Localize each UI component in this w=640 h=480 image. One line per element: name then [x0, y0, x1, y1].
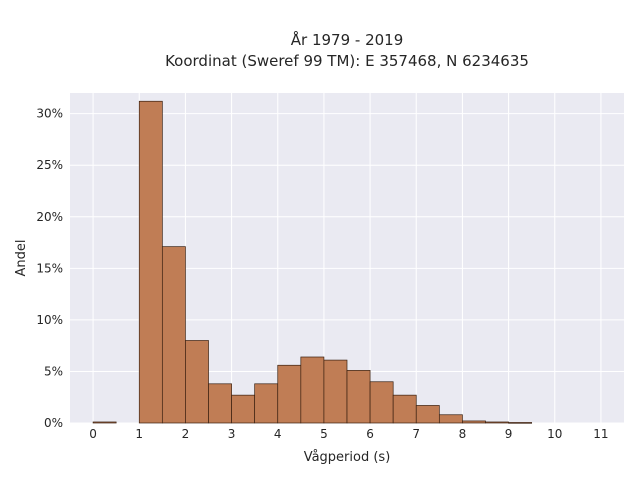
histogram-bar	[392, 394, 417, 424]
y-axis-label: Andel	[14, 240, 29, 277]
x-tick-label: 0	[89, 427, 97, 441]
x-axis-ticks: 0 1 2 3 4 5 6 7 8 9 10 11	[89, 427, 608, 441]
y-tick-label: 25%	[36, 158, 63, 172]
histogram-bar	[508, 422, 533, 424]
x-tick-label: 6	[366, 427, 374, 441]
histogram-bar	[161, 246, 186, 424]
y-axis-ticks: 0% 5% 10% 15% 20% 25% 30%	[36, 107, 63, 430]
histogram-bar	[254, 383, 279, 424]
y-tick-label: 10%	[36, 313, 63, 327]
x-tick-label: 2	[182, 427, 190, 441]
histogram-bar	[231, 394, 256, 424]
histogram-bar	[438, 414, 463, 424]
x-tick-label: 8	[459, 427, 467, 441]
x-tick-label: 9	[505, 427, 513, 441]
histogram-bar	[138, 100, 163, 424]
y-tick-label: 30%	[36, 107, 63, 121]
histogram-bars	[92, 100, 533, 424]
x-tick-label: 10	[547, 427, 562, 441]
histogram-bar	[485, 421, 509, 424]
histogram-bar	[92, 421, 117, 424]
histogram-bar	[323, 359, 348, 424]
histogram-bar	[346, 370, 371, 424]
histogram-bar	[369, 381, 394, 424]
x-tick-label: 11	[593, 427, 608, 441]
chart-title-line-2: Koordinat (Sweref 99 TM): E 357468, N 62…	[165, 52, 529, 70]
x-tick-label: 5	[320, 427, 328, 441]
histogram-bar	[185, 340, 209, 424]
y-tick-label: 0%	[44, 416, 63, 430]
chart-title-line-1: År 1979 - 2019	[291, 30, 404, 49]
x-tick-label: 3	[228, 427, 236, 441]
histogram-bar	[277, 364, 302, 424]
histogram-bar	[415, 405, 440, 424]
y-tick-label: 20%	[36, 210, 63, 224]
x-tick-label: 1	[135, 427, 143, 441]
y-tick-label: 5%	[44, 364, 63, 378]
x-tick-label: 7	[412, 427, 420, 441]
x-tick-label: 4	[274, 427, 282, 441]
y-tick-label: 15%	[36, 261, 63, 275]
histogram-bar	[462, 420, 486, 424]
x-axis-label: Vågperiod (s)	[304, 450, 391, 465]
histogram-bar	[208, 383, 232, 424]
histogram-bar	[300, 356, 325, 424]
